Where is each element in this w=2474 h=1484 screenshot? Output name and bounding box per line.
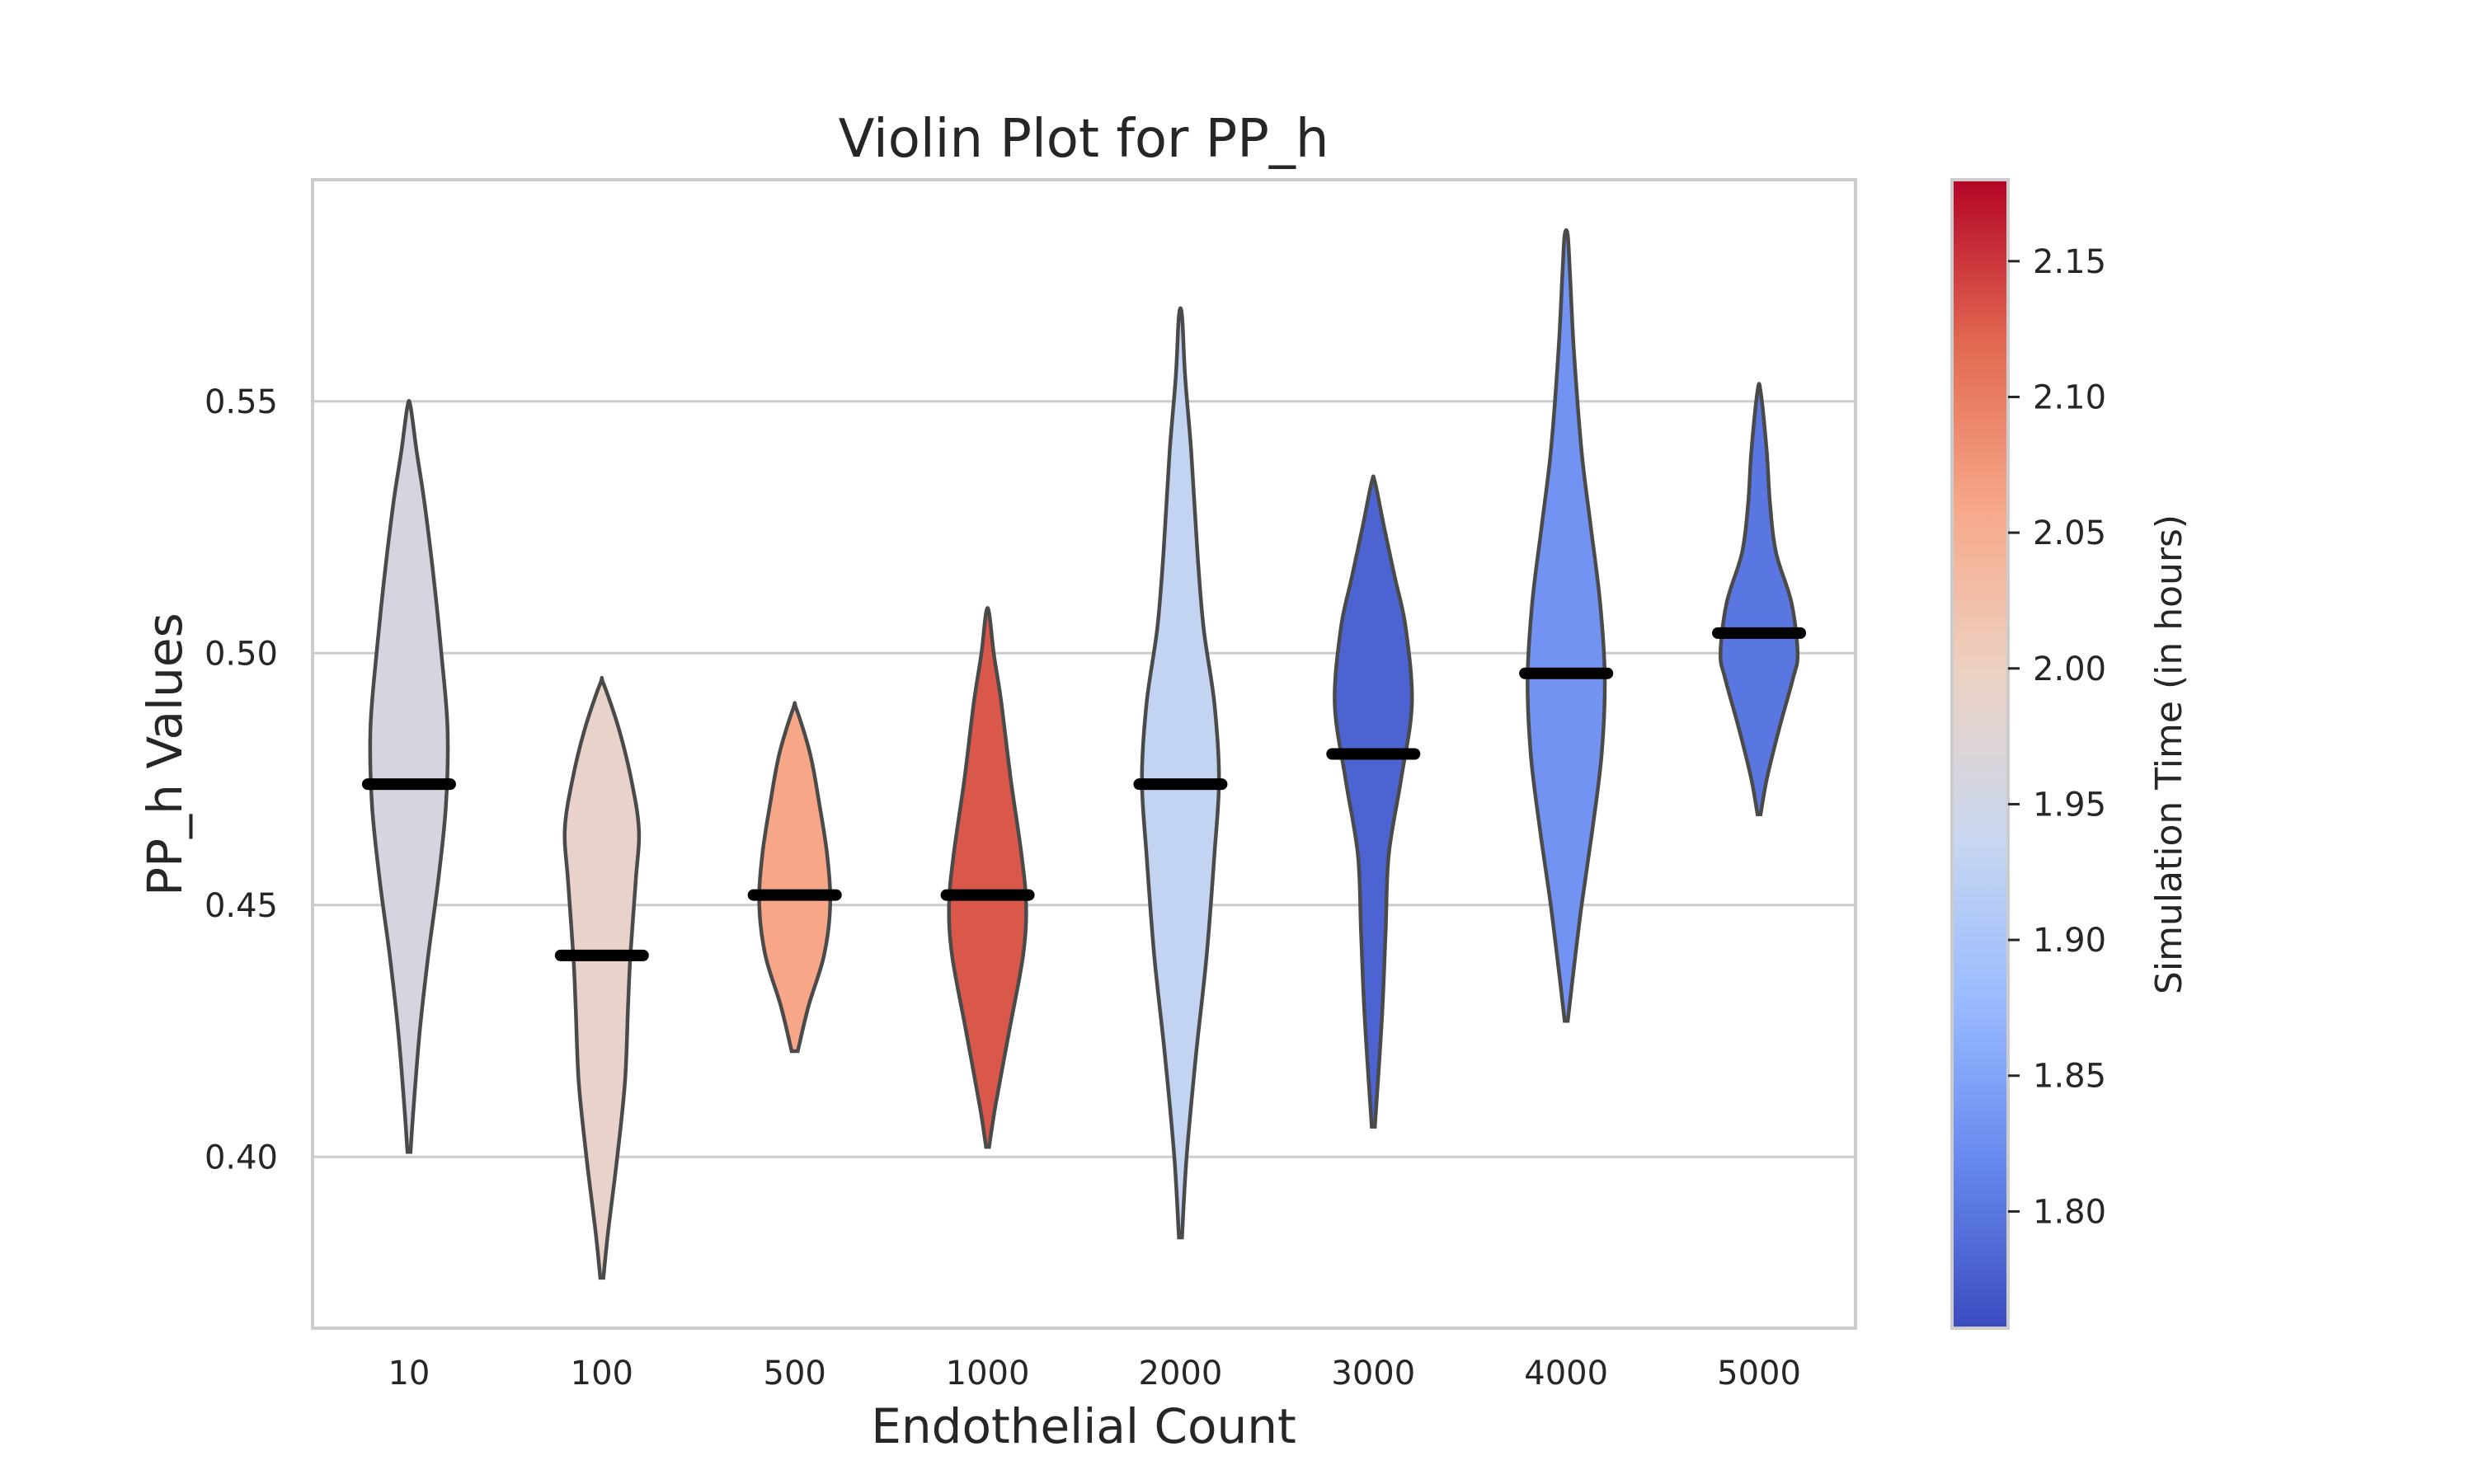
violin-2000: [1140, 306, 1221, 1240]
x-tick-label: 5000: [1717, 1355, 1801, 1392]
violin-3000: [1333, 474, 1414, 1129]
colorbar-tick-label: 2.00: [2033, 650, 2106, 688]
violins: [361, 228, 1807, 1280]
y-axis-ticks: 0.40 0.45 0.50 0.55: [205, 383, 278, 1176]
violin-10: [368, 398, 450, 1154]
plot-frame: [311, 178, 1857, 1330]
colorbar-tick-label: 1.95: [2033, 786, 2106, 824]
chart-title: Violin Plot for PP_h: [839, 109, 1329, 170]
y-tick-label: 0.50: [205, 635, 278, 673]
violin-5000: [1719, 382, 1800, 817]
colorbar-tick-label: 2.15: [2033, 243, 2106, 281]
colorbar-tick-label: 2.05: [2033, 514, 2106, 552]
y-tick-label: 0.55: [205, 383, 278, 421]
x-axis-ticks: 10 100 500 1000 2000 3000 4000 5000: [388, 1355, 1800, 1392]
colorbar-tick-label: 1.80: [2033, 1193, 2106, 1231]
x-tick-label: 1000: [946, 1355, 1030, 1392]
x-tick-label: 3000: [1331, 1355, 1415, 1392]
y-tick-label: 0.45: [205, 887, 278, 925]
colorbar-tick-label: 2.10: [2033, 378, 2106, 416]
violin-1000: [947, 606, 1028, 1149]
x-tick-label: 100: [571, 1355, 633, 1392]
colorbar: 1.80 1.85 1.90 1.95 2.00 2.05 2.10 2.15 Simulat…: [1950, 178, 2190, 1330]
colorbar-tick-label: 1.85: [2033, 1058, 2106, 1096]
x-tick-label: 2000: [1139, 1355, 1223, 1392]
y-tick-label: 0.40: [205, 1139, 278, 1176]
violin-100: [562, 675, 642, 1280]
violin-4000: [1526, 228, 1607, 1023]
colorbar-tick-label: 1.90: [2033, 922, 2106, 960]
violin-500: [757, 701, 833, 1054]
x-tick-label: 4000: [1524, 1355, 1608, 1392]
y-axis-label: PP_h Values: [137, 613, 193, 896]
colorbar-ticks: 1.80 1.85 1.90 1.95 2.00 2.05 2.10 2.15: [2008, 243, 2106, 1231]
colorbar-label: Simulation Time (in hours): [2148, 514, 2190, 994]
x-axis-label: Endothelial Count: [871, 1398, 1296, 1454]
x-tick-label: 500: [764, 1355, 826, 1392]
x-tick-label: 10: [388, 1355, 430, 1392]
colorbar-gradient: [1950, 178, 2010, 1330]
